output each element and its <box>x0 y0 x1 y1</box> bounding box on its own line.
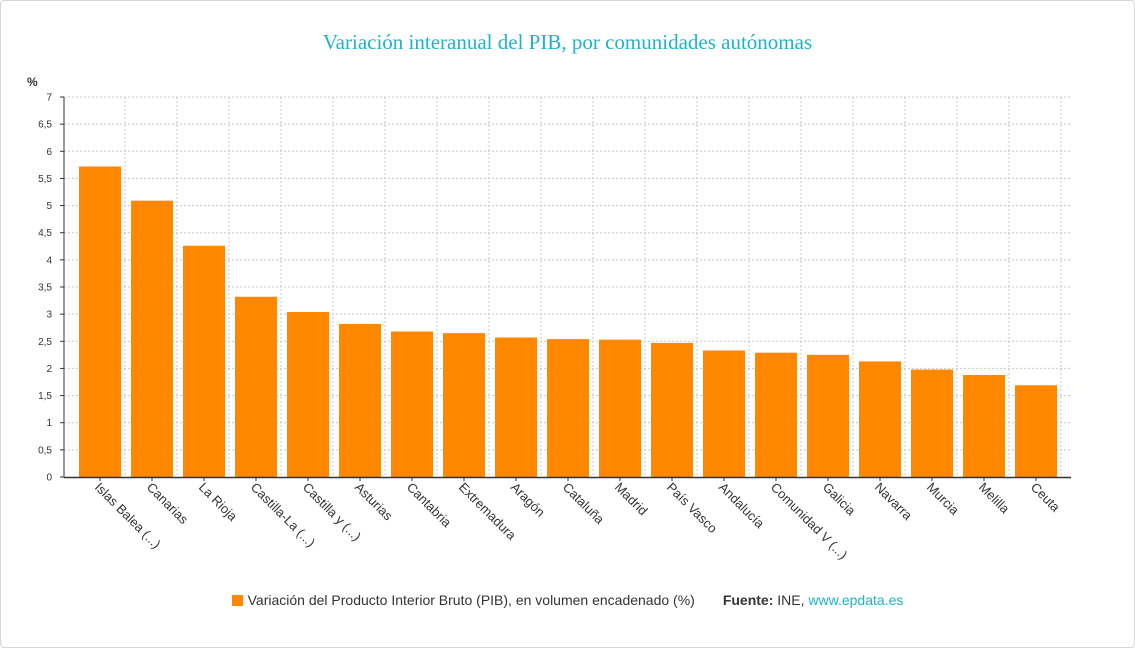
y-tick-label: 0,5 <box>38 445 52 456</box>
grid-lines <box>63 96 1071 477</box>
bar[interactable] <box>651 342 693 477</box>
x-tick-label: Ceuta <box>1028 480 1064 516</box>
x-tick-label: País Vasco <box>664 480 720 536</box>
bar[interactable] <box>703 350 745 477</box>
y-tick-label: 3 <box>46 310 52 321</box>
bar[interactable] <box>391 331 433 477</box>
y-tick-label: 5,5 <box>38 174 52 185</box>
source-text: INE, <box>777 592 805 608</box>
bar[interactable] <box>443 333 485 477</box>
bar[interactable] <box>339 323 381 477</box>
source-link[interactable]: www.epdata.es <box>808 592 904 608</box>
bar[interactable] <box>807 354 849 477</box>
x-tick-label: Galicia <box>820 480 859 519</box>
y-tick-labels: 0 0,5 1 1,5 2 2,5 3 3,5 4 4,5 5 5,5 6 6,5 7 <box>38 93 52 484</box>
x-tick-label: Murcia <box>924 480 963 519</box>
legend: Variación del Producto Interior Bruto (P… <box>0 592 1135 608</box>
bar[interactable] <box>79 166 121 477</box>
y-tick-label: 2,5 <box>38 337 52 348</box>
chart-title: Variación interanual del PIB, por comuni… <box>322 30 813 54</box>
x-tick-label: Cataluña <box>560 480 608 528</box>
bar[interactable] <box>287 311 329 477</box>
y-tick-label: 4,5 <box>38 228 52 239</box>
x-tick-label: Melilla <box>976 480 1013 517</box>
y-tick-label: 2 <box>46 364 52 375</box>
legend-series-label: Variación del Producto Interior Bruto (P… <box>247 592 695 608</box>
bar[interactable] <box>495 337 537 477</box>
x-tick-label: Aragón <box>508 480 548 520</box>
axes <box>60 96 1071 481</box>
bar[interactable] <box>183 245 225 477</box>
bar[interactable] <box>963 374 1005 477</box>
x-tick-label: Asturias <box>352 480 396 524</box>
source-label: Fuente: <box>722 592 774 608</box>
legend-swatch <box>231 595 243 606</box>
y-tick-label: 7 <box>46 93 52 104</box>
bar[interactable] <box>1015 385 1057 477</box>
x-tick-labels: Islas Balea (...)Canarias La Rioja Castill… <box>92 480 1064 563</box>
bar[interactable] <box>599 339 641 477</box>
bar[interactable] <box>755 352 797 477</box>
x-tick-label: La Rioja <box>196 480 241 525</box>
x-tick-label: Canarias <box>144 480 192 528</box>
y-tick-label: 5 <box>46 201 52 212</box>
y-tick-label: 0 <box>46 473 52 484</box>
bar[interactable] <box>547 339 589 477</box>
y-tick-label: 4 <box>46 255 52 266</box>
bar[interactable] <box>859 361 901 477</box>
x-tick-label: Cantabria <box>404 480 455 531</box>
bar-chart: % 0 0,5 1 1,5 2 2,5 3 3,5 4 4,5 5 5,5 6 6,5 7 Islas Ba… <box>27 75 1071 563</box>
bars <box>79 166 1057 477</box>
y-tick-label: 3,5 <box>38 283 52 294</box>
y-tick-label: 6 <box>46 147 52 158</box>
bar[interactable] <box>131 200 173 477</box>
bar[interactable] <box>911 369 953 477</box>
y-axis-unit-label: % <box>27 75 38 89</box>
x-tick-label: Navarra <box>872 480 916 524</box>
y-tick-label: 1 <box>46 418 52 429</box>
x-tick-label: Andalucía <box>716 480 768 532</box>
bar[interactable] <box>235 296 277 477</box>
y-tick-label: 1,5 <box>38 391 52 402</box>
x-tick-label: Madrid <box>612 480 651 519</box>
y-tick-label: 6,5 <box>38 120 52 131</box>
